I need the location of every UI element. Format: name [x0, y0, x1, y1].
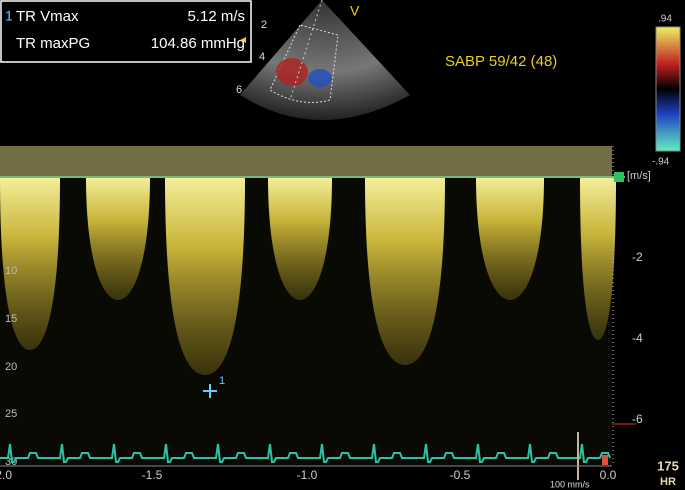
cursor-label: 1 — [219, 375, 225, 387]
depth-tick-label: 20 — [5, 361, 17, 373]
spectral-band — [0, 146, 612, 176]
depth-label: 2 — [261, 19, 267, 31]
velocity-unit: [m/s] — [627, 170, 651, 182]
spectral-envelope — [268, 177, 332, 300]
measurement-label: TR maxPG — [16, 35, 90, 52]
time-label: 0.0 — [600, 468, 617, 482]
spectral-envelope — [86, 177, 150, 300]
color-bar-top: .94 — [658, 14, 672, 25]
time-label: -2.0 — [0, 468, 12, 482]
velocity-label: -2 — [632, 250, 643, 264]
measurement-value: 104.86 mmHg — [151, 35, 245, 52]
sector-marker: V — [350, 3, 360, 19]
spectral-envelope — [165, 177, 245, 375]
spectral-envelope — [365, 177, 445, 365]
depth-label: 4 — [259, 51, 265, 63]
orientation-marker — [240, 37, 246, 43]
measurement-box — [0, 0, 252, 63]
velocity-label: -4 — [632, 331, 643, 345]
time-label: -0.5 — [450, 468, 471, 482]
heart-rate-unit: HR — [660, 476, 676, 488]
time-label: -1.0 — [297, 468, 318, 482]
pressure-readout: SABP 59/42 (48) — [445, 53, 557, 70]
depth-tick-label: 10 — [5, 265, 17, 277]
velocity-label: -6 — [632, 412, 643, 426]
sweep-speed: 100 mm/s — [550, 479, 590, 489]
color-flow — [276, 58, 308, 86]
heart-rate: 175 — [657, 458, 679, 473]
color-flow — [308, 69, 332, 87]
depth-tick-label: 25 — [5, 408, 17, 420]
color-bar — [655, 26, 681, 152]
end-marker — [602, 455, 608, 465]
measurement-label: TR Vmax — [16, 8, 79, 25]
spectral-envelope — [580, 177, 616, 340]
spectral-envelope — [0, 177, 60, 350]
spectral-envelope — [476, 177, 544, 300]
color-bar-bottom: -.94 — [652, 157, 670, 168]
measurement-index: 1 — [5, 8, 13, 24]
ecg-trace — [0, 443, 611, 463]
spectral-envelopes — [0, 177, 616, 375]
time-label: -1.5 — [142, 468, 163, 482]
baseline-marker — [614, 172, 624, 182]
measurement-value: 5.12 m/s — [187, 8, 245, 25]
depth-tick-label: 15 — [5, 313, 17, 325]
sector-image — [240, 0, 410, 120]
measurement-cursor — [203, 384, 217, 398]
depth-label: 6 — [236, 84, 242, 96]
